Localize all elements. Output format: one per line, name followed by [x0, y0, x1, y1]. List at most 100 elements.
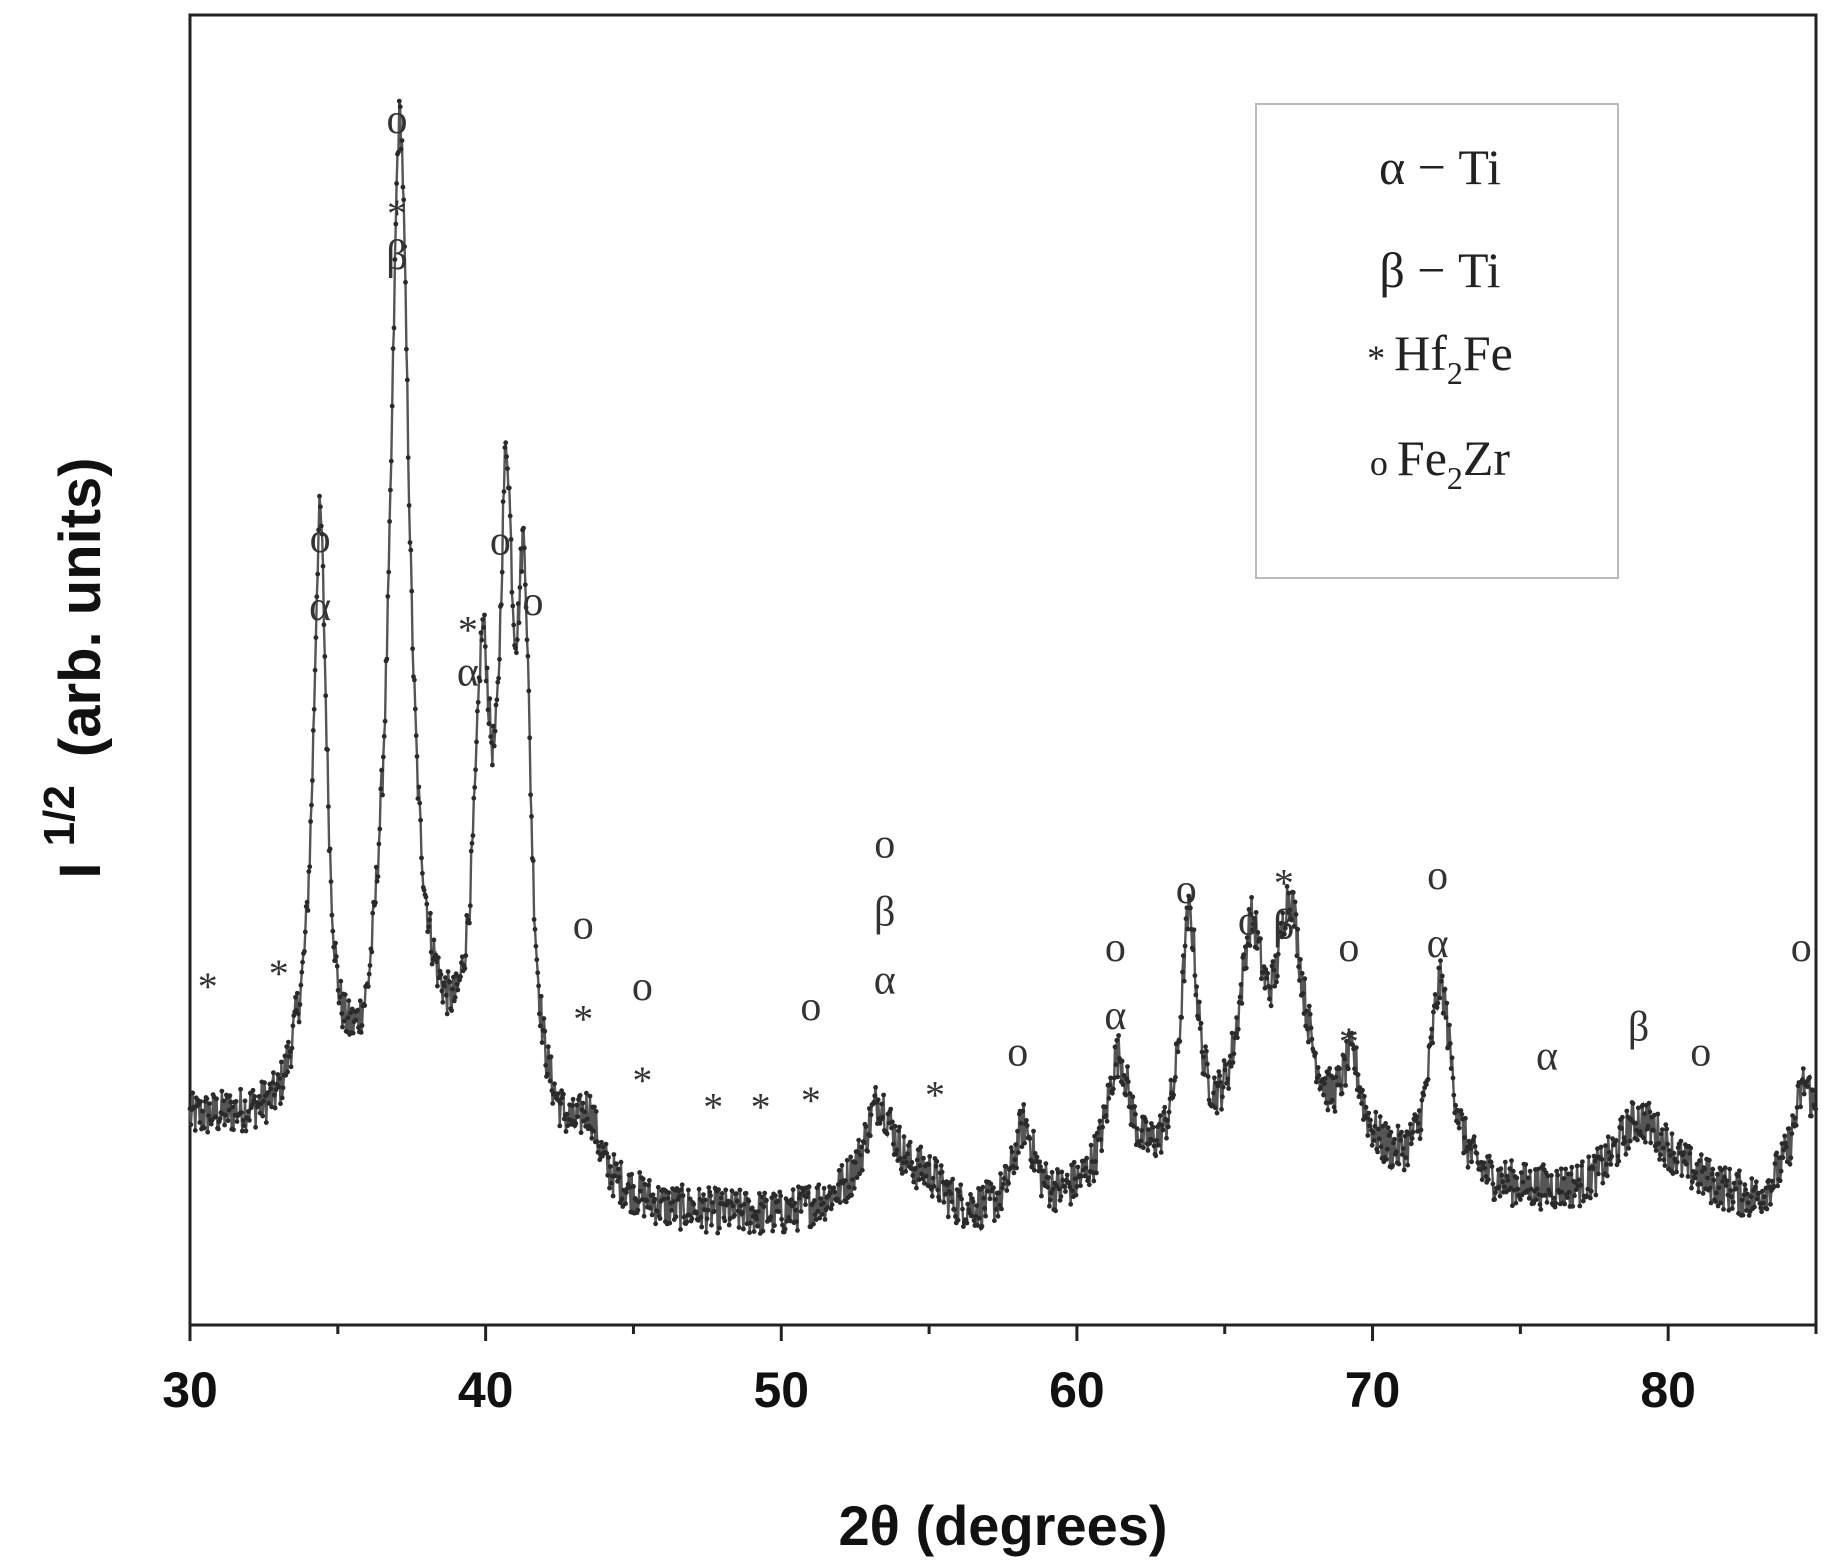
data-point — [379, 767, 384, 773]
data-point — [561, 1091, 566, 1097]
data-point — [394, 181, 399, 186]
data-point — [1678, 1138, 1684, 1144]
data-point — [443, 975, 448, 980]
data-point — [772, 1223, 777, 1228]
data-point — [1645, 1123, 1651, 1129]
data-point — [1156, 1142, 1161, 1148]
legend-item: * Hf2Fe — [1367, 325, 1513, 391]
data-point — [1166, 1109, 1172, 1115]
data-point — [299, 969, 305, 975]
data-point — [294, 990, 300, 996]
data-point — [1706, 1157, 1712, 1163]
data-point — [965, 1201, 971, 1207]
data-point — [1003, 1164, 1009, 1169]
data-point — [905, 1151, 910, 1157]
data-point — [1552, 1204, 1558, 1210]
data-point — [716, 1187, 721, 1193]
data-point — [848, 1154, 854, 1160]
data-point — [979, 1223, 985, 1229]
data-point — [608, 1164, 613, 1169]
data-point — [265, 1090, 271, 1095]
data-point — [607, 1185, 612, 1191]
data-point — [1402, 1133, 1408, 1139]
data-point — [764, 1197, 769, 1203]
data-point — [1670, 1171, 1676, 1176]
data-point — [872, 1093, 878, 1099]
data-point — [1580, 1159, 1585, 1165]
data-point — [843, 1178, 848, 1183]
data-point — [291, 1013, 297, 1018]
data-point — [608, 1180, 614, 1186]
data-point — [926, 1162, 932, 1167]
peak-label: α — [1427, 921, 1449, 967]
data-point — [1071, 1159, 1077, 1165]
data-point — [1548, 1192, 1553, 1198]
data-point — [1074, 1184, 1080, 1189]
data-point — [956, 1189, 962, 1194]
data-point — [419, 855, 424, 861]
data-point — [1658, 1152, 1663, 1158]
data-point — [501, 489, 507, 494]
data-point — [1616, 1158, 1622, 1164]
data-point — [1630, 1101, 1636, 1106]
data-point — [1267, 996, 1272, 1002]
data-point — [899, 1171, 905, 1176]
data-point — [1697, 1158, 1702, 1164]
data-point — [1014, 1165, 1019, 1171]
data-point — [1038, 1164, 1043, 1170]
data-point — [477, 678, 483, 684]
data-point — [1436, 965, 1442, 971]
data-point — [1588, 1188, 1594, 1194]
data-point — [1439, 973, 1445, 979]
data-point — [1137, 1143, 1143, 1149]
data-point — [271, 1092, 277, 1098]
data-point — [268, 1086, 274, 1092]
data-point — [1287, 907, 1293, 913]
data-point — [1201, 1054, 1207, 1060]
data-point — [1651, 1127, 1656, 1133]
data-point — [863, 1124, 869, 1129]
data-point — [250, 1087, 256, 1093]
svg-text:I 1/2 (arb. units): I 1/2 (arb. units) — [22, 457, 113, 878]
data-point — [1337, 1082, 1343, 1088]
data-point — [1526, 1195, 1532, 1201]
data-point — [536, 983, 541, 989]
data-point — [1568, 1171, 1574, 1177]
data-point — [710, 1200, 715, 1205]
data-point — [961, 1224, 966, 1229]
data-point — [1569, 1164, 1575, 1170]
data-point — [971, 1218, 977, 1223]
data-point — [1518, 1197, 1523, 1202]
data-point — [584, 1116, 590, 1122]
data-point — [902, 1155, 908, 1160]
data-point — [564, 1111, 570, 1117]
data-point — [1395, 1123, 1401, 1129]
data-point — [1447, 1022, 1452, 1028]
peak-label: o — [1338, 925, 1359, 971]
data-point — [1689, 1185, 1694, 1191]
data-point — [846, 1184, 852, 1190]
data-point — [380, 792, 385, 798]
data-point — [747, 1230, 752, 1235]
data-point — [1656, 1141, 1662, 1146]
data-point — [346, 998, 352, 1004]
data-point — [1724, 1178, 1730, 1184]
data-point — [1193, 992, 1199, 998]
data-point — [1165, 1118, 1170, 1123]
data-point — [217, 1116, 223, 1121]
data-point — [1733, 1186, 1739, 1192]
data-point — [1562, 1201, 1568, 1207]
data-point — [1414, 1114, 1419, 1119]
data-point — [491, 743, 497, 749]
data-point — [246, 1109, 251, 1114]
data-point — [884, 1131, 890, 1137]
data-point — [357, 998, 363, 1004]
data-point — [1474, 1151, 1480, 1156]
data-point — [1325, 1107, 1331, 1113]
data-point — [201, 1125, 207, 1131]
data-point — [653, 1221, 658, 1227]
data-point — [760, 1228, 766, 1234]
data-point — [1359, 1101, 1364, 1106]
data-point — [577, 1093, 583, 1098]
peak-annotation: oα — [309, 516, 331, 630]
